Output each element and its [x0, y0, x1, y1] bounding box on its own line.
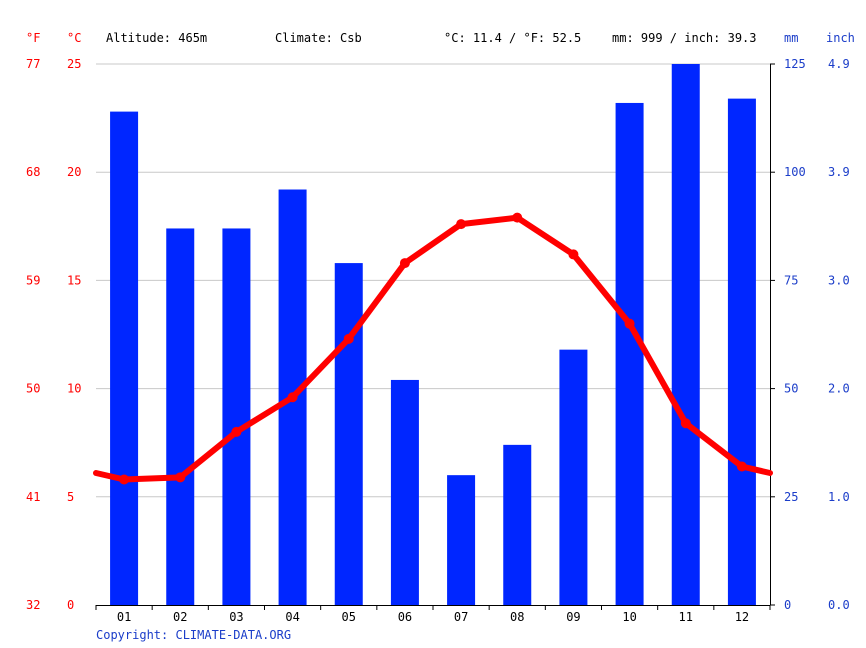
fahrenheit-tick-label: 77 — [26, 57, 40, 71]
temperature-point-12 — [736, 461, 747, 472]
axes — [95, 63, 775, 610]
fahrenheit-tick-label: 59 — [26, 273, 40, 287]
month-tick-label-04: 04 — [285, 610, 299, 624]
mm-tick-label: 100 — [784, 165, 806, 179]
precipitation-bar-07 — [447, 475, 476, 605]
inch-tick-label: 0.0 — [828, 598, 850, 612]
month-tick-label-07: 07 — [454, 610, 468, 624]
altitude-label: Altitude: 465m — [106, 31, 207, 45]
celsius-tick-label: 5 — [67, 490, 74, 504]
temperature-point-07 — [456, 219, 467, 230]
temperature-line — [93, 212, 773, 485]
mm-tick-label: 75 — [784, 273, 798, 287]
mm-unit-label: mm — [784, 31, 798, 45]
month-tick-label-02: 02 — [173, 610, 187, 624]
precipitation-bars — [110, 64, 756, 606]
month-tick-label-03: 03 — [229, 610, 243, 624]
fahrenheit-tick-label: 68 — [26, 165, 40, 179]
inch-tick-label: 2.0 — [828, 382, 850, 396]
precipitation-bar-03 — [222, 228, 251, 606]
temperature-point-10 — [624, 318, 635, 329]
month-tick-label-12: 12 — [735, 610, 749, 624]
celsius-tick-label: 0 — [67, 598, 74, 612]
month-tick-label-10: 10 — [622, 610, 636, 624]
temperature-point-04 — [287, 392, 298, 403]
mm-tick-label: 0 — [784, 598, 791, 612]
celsius-tick-label: 10 — [67, 382, 81, 396]
month-tick-label-09: 09 — [566, 610, 580, 624]
climate-label: Climate: Csb — [275, 31, 362, 45]
temperature-point-06 — [399, 258, 410, 269]
temperature-average-label: °C: 11.4 / °F: 52.5 — [444, 31, 581, 45]
month-tick-label-05: 05 — [342, 610, 356, 624]
fahrenheit-tick-label: 32 — [26, 598, 40, 612]
temperature-point-01 — [119, 474, 130, 485]
month-tick-label-08: 08 — [510, 610, 524, 624]
inch-tick-label: 3.0 — [828, 273, 850, 287]
tick-labels: 32 0 0 0.041 5 25 1.050 10 50 2.059 15 75 3.068 20 100… — [26, 57, 850, 624]
precipitation-bar-08 — [503, 444, 532, 605]
temperature-series-line — [93, 214, 773, 483]
temperature-point-02 — [175, 472, 186, 483]
precipitation-bar-09 — [559, 349, 588, 605]
precipitation-bar-05 — [334, 263, 363, 605]
mm-tick-label: 25 — [784, 490, 798, 504]
celsius-tick-label: 15 — [67, 273, 81, 287]
fahrenheit-tick-label: 41 — [26, 490, 40, 504]
copyright-footer: Copyright: CLIMATE-DATA.ORG — [96, 628, 291, 642]
inch-tick-label: 1.0 — [828, 490, 850, 504]
month-tick-label-11: 11 — [679, 610, 693, 624]
celsius-tick-label: 20 — [67, 165, 81, 179]
mm-tick-label: 50 — [784, 382, 798, 396]
inch-tick-label: 3.9 — [828, 165, 850, 179]
temperature-point-11 — [680, 418, 691, 429]
celsius-unit-label: °C — [67, 31, 81, 45]
celsius-tick-label: 25 — [67, 57, 81, 71]
fahrenheit-unit-label: °F — [26, 31, 40, 45]
precipitation-bar-01 — [110, 111, 139, 605]
inch-tick-label: 4.9 — [828, 57, 850, 71]
temperature-point-03 — [231, 426, 242, 437]
precipitation-bar-10 — [615, 102, 644, 606]
month-tick-label-01: 01 — [117, 610, 131, 624]
temperature-point-08 — [512, 212, 523, 223]
inch-unit-label: inch — [826, 31, 855, 45]
month-tick-label-06: 06 — [398, 610, 412, 624]
temperature-point-05 — [343, 333, 354, 344]
precipitation-total-label: mm: 999 / inch: 39.3 — [612, 31, 757, 45]
temperature-point-09 — [568, 249, 579, 260]
precipitation-bar-12 — [727, 98, 756, 606]
precipitation-bar-02 — [166, 228, 195, 606]
grid-lines — [96, 63, 770, 498]
fahrenheit-tick-label: 50 — [26, 382, 40, 396]
precipitation-bar-11 — [671, 64, 700, 605]
mm-tick-label: 125 — [784, 57, 806, 71]
precipitation-bar-06 — [390, 379, 419, 605]
